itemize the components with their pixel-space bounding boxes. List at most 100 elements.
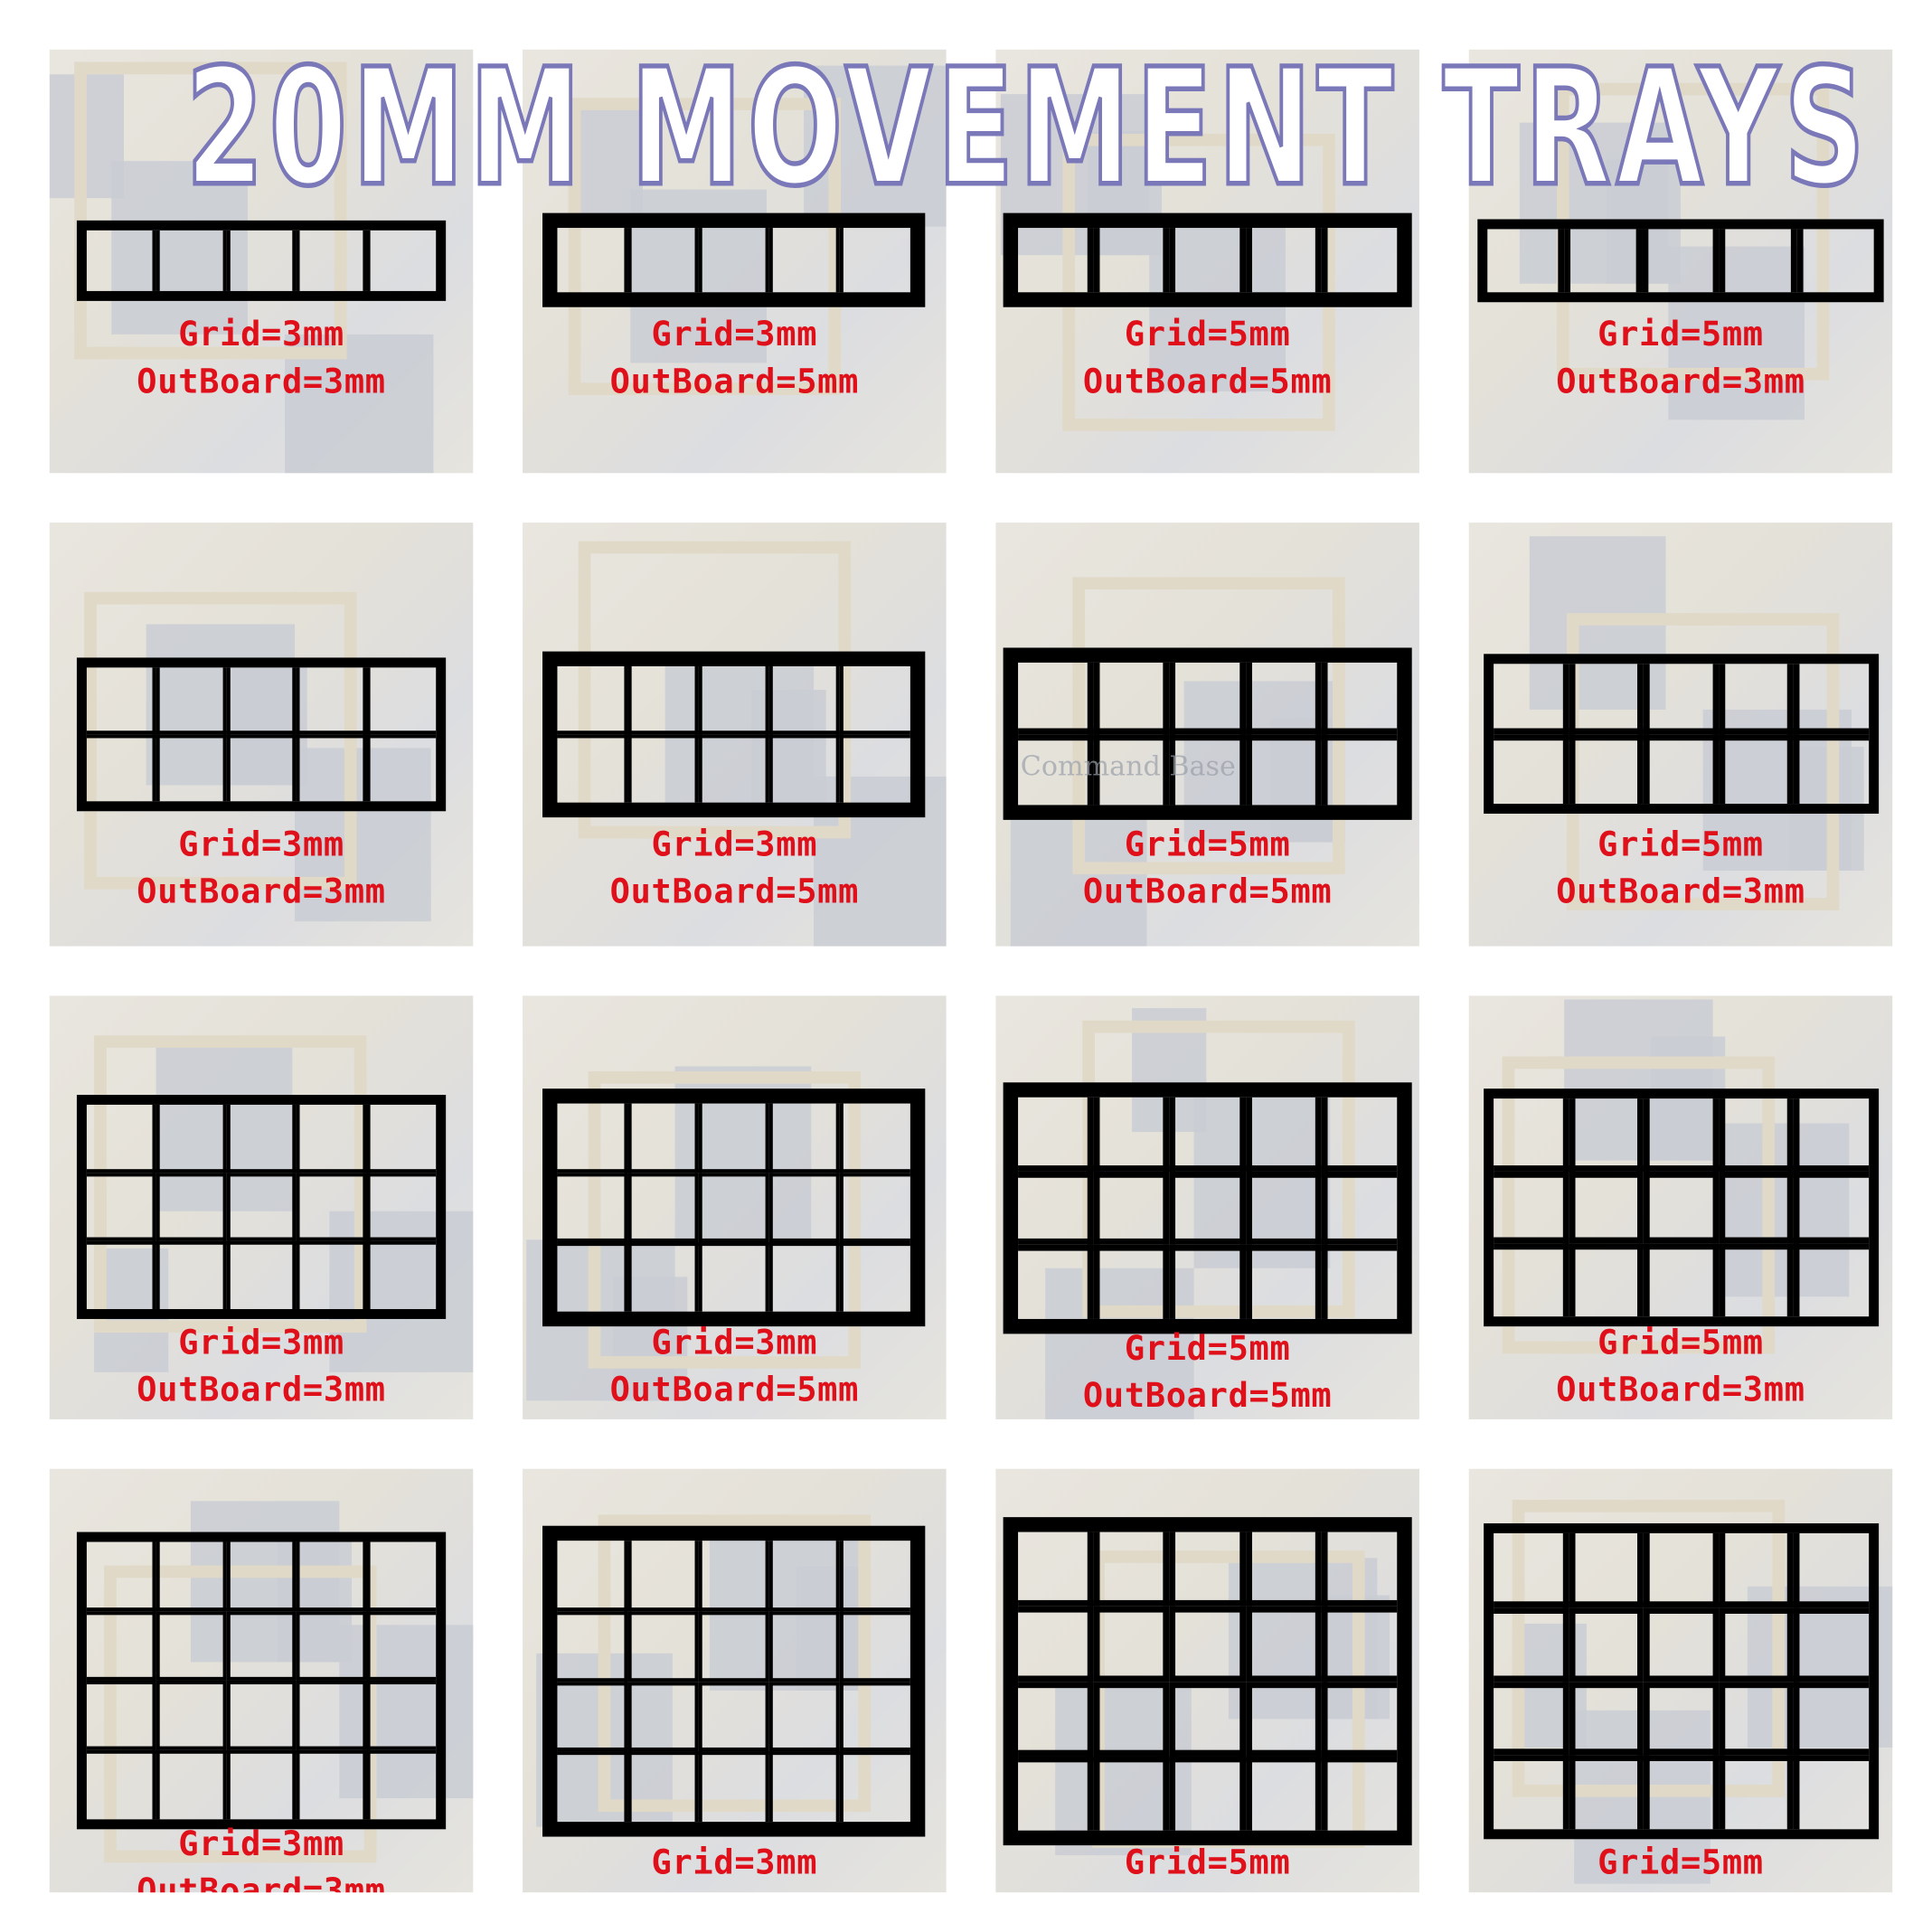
- tray-slot: [1169, 1531, 1246, 1607]
- tray-slot: [1494, 1755, 1569, 1830]
- tray-slot: [86, 734, 157, 802]
- outboard-spec-label: OutBoard=3mm: [1556, 872, 1805, 912]
- tray-slot: [1245, 662, 1322, 734]
- tray-slot: [839, 734, 910, 803]
- tray-slot: [365, 1680, 437, 1750]
- tray-slot: [1644, 1607, 1720, 1682]
- tray-slot: [1796, 229, 1873, 293]
- outboard-spec-label: OutBoard=3mm: [137, 1371, 386, 1409]
- tray-slot: [296, 734, 366, 802]
- tray-slot: [1245, 1607, 1322, 1682]
- movement-tray-diagram: [542, 212, 926, 307]
- grid-spec-label: Grid=3mm: [178, 316, 344, 354]
- movement-tray-diagram: [542, 651, 926, 818]
- background-photo-frame: [598, 1514, 872, 1813]
- tray-slot: [296, 1611, 366, 1681]
- tray-slot: [226, 1104, 297, 1173]
- tray-slot: [839, 666, 910, 735]
- tray-slot: [1644, 1098, 1720, 1172]
- tray-slot: [1245, 1245, 1322, 1319]
- outboard-spec-label: OutBoard=5mm: [1082, 363, 1333, 401]
- tray-slot: [1719, 1171, 1795, 1244]
- tray-slot: [365, 1240, 437, 1309]
- tray-panel: Grid=5mm OutBoard=3mm: [1468, 1468, 1893, 1893]
- tray-slot: [156, 1749, 227, 1820]
- tray-slot: [839, 1610, 910, 1682]
- tray-slot: [226, 667, 297, 735]
- tray-slot: [1321, 733, 1398, 806]
- tray-slot: [1093, 1681, 1170, 1757]
- tray-slot: [1093, 1607, 1170, 1682]
- tray-slot: [1569, 664, 1645, 734]
- background-photo-base: [339, 1625, 474, 1799]
- tray-slot: [1093, 228, 1170, 293]
- movement-tray-diagram: [76, 657, 447, 812]
- tray-panel: Grid=3mm OutBoard=3mm: [49, 523, 474, 947]
- tray-slot: [1018, 662, 1094, 734]
- tray-slot: [557, 1681, 628, 1752]
- tray-slot: [839, 1681, 910, 1752]
- tray-slot: [1494, 1098, 1569, 1172]
- tray-slot: [296, 1680, 366, 1750]
- tray-slot: [768, 1751, 840, 1823]
- background-photo-frame: [578, 541, 852, 839]
- tray-slot: [1245, 1171, 1322, 1246]
- tray-slot: [86, 1240, 157, 1309]
- tray-slot: [557, 1610, 628, 1682]
- tray-slot: [156, 230, 227, 291]
- tray-slot: [365, 1104, 437, 1173]
- background-photo-frame: [1502, 1056, 1776, 1354]
- tray-slot: [1644, 664, 1720, 734]
- tray-slot: [1018, 1607, 1094, 1682]
- outboard-spec-label: OutBoard=5mm: [995, 1888, 1419, 1892]
- tray-slot: [557, 1541, 628, 1611]
- tray-slot: [627, 1103, 699, 1173]
- tray-slot: [1644, 1243, 1720, 1317]
- tray-slot: [365, 667, 437, 735]
- tray-slot: [1321, 228, 1397, 293]
- tray-slot: [1169, 1607, 1246, 1682]
- tray-slot: [1487, 229, 1565, 293]
- tray-slot: [1018, 1245, 1094, 1319]
- tray-slot: [156, 734, 227, 802]
- tray-slot: [365, 734, 437, 802]
- tray-slot: [86, 1611, 157, 1681]
- tray-slot: [698, 1103, 769, 1173]
- tray-slot: [1093, 1171, 1170, 1246]
- tray-slot: [839, 1242, 910, 1312]
- tray-slot: [1719, 1532, 1795, 1607]
- tray-slot: [1093, 662, 1170, 734]
- movement-tray-diagram: [542, 1525, 926, 1837]
- tray-slot: [627, 1173, 699, 1243]
- tray-slot: [1719, 733, 1795, 805]
- tray-slot: [1169, 1171, 1246, 1246]
- tray-slot: [365, 1541, 437, 1612]
- tray-panel: Grid=3mm OutBoard=5mm: [523, 49, 947, 474]
- tray-slot: [226, 1749, 297, 1820]
- movement-tray-diagram: [1484, 1522, 1880, 1840]
- grid-spec-label: Grid=3mm: [651, 1843, 818, 1883]
- tray-slot: [296, 1173, 366, 1241]
- tray-slot: [226, 734, 297, 802]
- tray-slot: [1018, 228, 1094, 293]
- tray-slot: [768, 1173, 840, 1243]
- tray-slot: [1169, 733, 1246, 806]
- tray-slot: [1569, 1532, 1645, 1607]
- tray-slot: [296, 1541, 366, 1612]
- movement-tray-diagram: [76, 220, 447, 301]
- outboard-spec-label: OutBoard=3mm: [1469, 1888, 1893, 1892]
- tray-slot: [698, 666, 769, 735]
- tray-panel: Grid=3mm OutBoard=3mm: [49, 49, 474, 474]
- tray-slot: [1245, 733, 1322, 806]
- tray-slot: [156, 1240, 227, 1309]
- grid-spec-label: Grid=5mm: [1597, 1324, 1764, 1362]
- background-photo-base: [1668, 246, 1805, 420]
- outboard-spec-label: OutBoard=3mm: [137, 872, 386, 912]
- tray-slot: [1093, 1531, 1170, 1607]
- tray-slot: [1569, 1171, 1645, 1244]
- tray-slot: [768, 228, 840, 293]
- tray-slot: [768, 734, 840, 803]
- tray-slot: [296, 1104, 366, 1173]
- tray-slot: [1245, 1681, 1322, 1757]
- tray-slot: [1321, 1681, 1398, 1757]
